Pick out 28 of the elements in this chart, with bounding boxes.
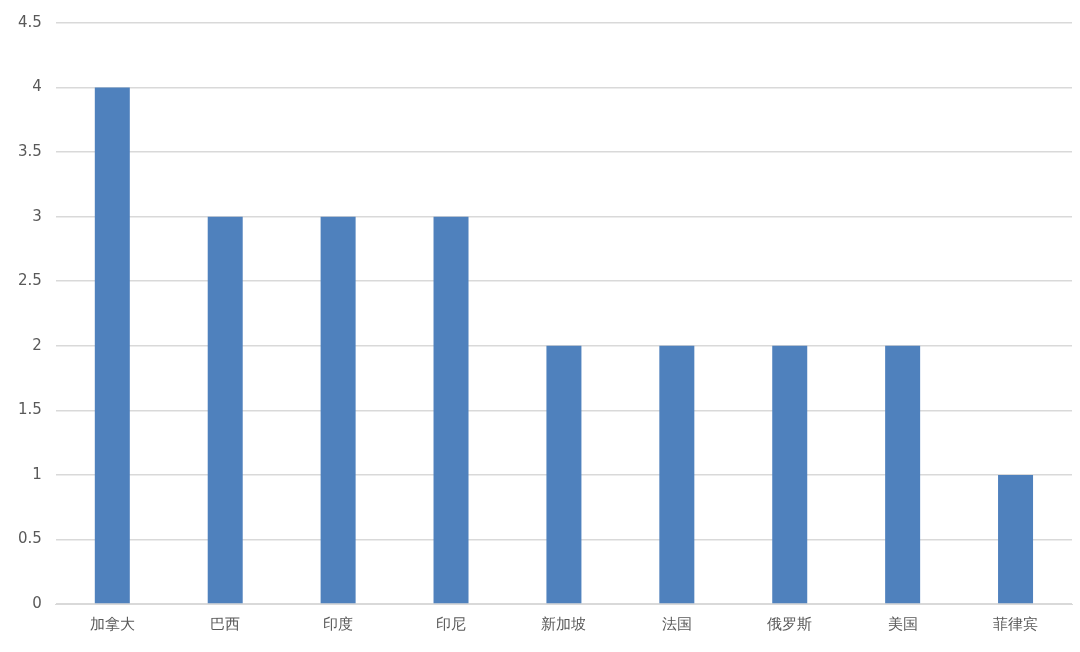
x-tick-label: 印度 [323, 614, 354, 633]
y-tick-label: 1 [32, 464, 42, 483]
bar [546, 345, 582, 604]
y-tick-label: 2 [32, 335, 42, 354]
x-tick-label: 巴西 [210, 614, 241, 633]
x-tick-label: 美国 [887, 614, 918, 633]
x-tick-label: 新加坡 [541, 614, 587, 633]
bar [772, 345, 808, 604]
x-tick-label: 加拿大 [89, 614, 135, 633]
bar [320, 216, 356, 604]
y-tick-label: 0 [32, 593, 42, 612]
y-tick-label: 0.5 [18, 529, 42, 548]
bar [659, 345, 695, 604]
x-tick-label: 俄罗斯 [767, 614, 813, 633]
bar [885, 345, 921, 604]
bar [94, 87, 130, 604]
y-tick-label: 2.5 [18, 271, 42, 290]
bar [207, 216, 243, 604]
y-tick-label: 4.5 [18, 12, 42, 31]
x-tick-label: 印尼 [436, 614, 467, 633]
y-tick-label: 1.5 [18, 400, 42, 419]
bar [433, 216, 469, 604]
x-tick-label: 菲律宾 [993, 614, 1039, 633]
y-tick-label: 3.5 [18, 142, 42, 160]
y-tick-label: 3 [32, 206, 42, 225]
bar [998, 474, 1034, 604]
x-tick-label: 法国 [661, 614, 692, 633]
y-tick-label: 4 [32, 77, 42, 96]
